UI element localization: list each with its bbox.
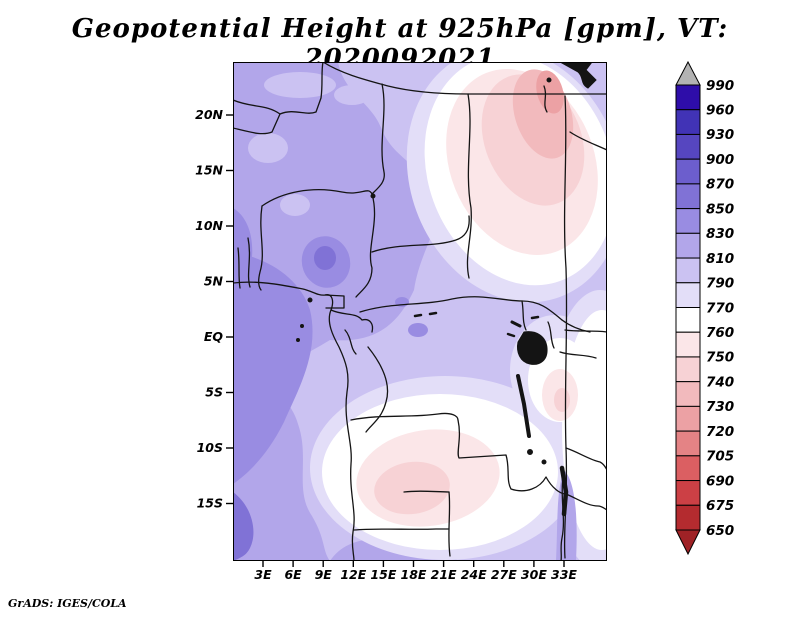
colorbar-box <box>675 331 701 358</box>
lon-label: 18E <box>401 567 427 582</box>
colorbar-box <box>675 158 701 185</box>
colorbar-box <box>675 84 701 111</box>
grads-attribution: GrADS: IGES/COLA <box>8 597 127 610</box>
country-borders-layer <box>233 62 607 561</box>
colorbar-box <box>675 405 701 432</box>
colorbar-label: 900 <box>706 152 734 168</box>
colorbar-label: 675 <box>706 498 734 514</box>
colorbar-label: 770 <box>706 300 734 316</box>
lon-label: 12E <box>340 567 366 582</box>
colorbar-label: 850 <box>706 201 734 217</box>
colorbar-label: 750 <box>706 350 734 366</box>
lat-label: 10N <box>195 218 223 233</box>
colorbar-box <box>675 480 701 506</box>
lon-label: 24E <box>461 567 487 582</box>
colorbar-box <box>675 232 701 259</box>
colorbar-label: 930 <box>706 127 734 143</box>
colorbar-box <box>675 183 701 210</box>
colorbar-label: 830 <box>706 226 734 242</box>
colorbar-label: 730 <box>706 399 734 415</box>
lakes-layer <box>296 62 597 517</box>
lon-label: 21E <box>431 567 457 582</box>
lat-label: 5S <box>205 385 223 400</box>
colorbar-label: 650 <box>706 523 734 539</box>
lat-label: 5N <box>204 274 224 289</box>
lat-label: 10S <box>197 440 223 455</box>
lon-label: 6E <box>284 567 302 582</box>
lon-label: 9E <box>315 567 333 582</box>
colorbar-label: 960 <box>706 103 734 119</box>
colorbar-label: 790 <box>706 276 734 292</box>
colorbar-label: 740 <box>706 374 734 390</box>
colorbar-box <box>675 133 701 160</box>
colorbar-label: 810 <box>706 251 734 267</box>
lon-label: 30E <box>521 567 547 582</box>
colorbar-label: 690 <box>706 473 734 489</box>
colorbar-label: 870 <box>706 177 734 193</box>
lon-label: 3E <box>254 567 272 582</box>
colorbar-box <box>675 109 701 135</box>
colorbar-box <box>675 208 701 234</box>
colorbar-box <box>675 381 701 407</box>
lon-label: 33E <box>551 567 577 582</box>
colorbar-box <box>675 455 701 482</box>
lon-label: 15E <box>370 567 396 582</box>
lat-label: 15N <box>195 163 223 178</box>
lon-label: 27E <box>491 567 517 582</box>
plot-title: Geopotential Height at 925hPa [gpm], VT:… <box>71 14 729 74</box>
colorbar-label: 720 <box>706 424 734 440</box>
colorbar-box <box>675 356 701 383</box>
lat-label: 15S <box>197 496 223 511</box>
colorbar-box <box>675 257 701 284</box>
colorbar-box <box>675 430 701 457</box>
colorbar-box <box>675 504 701 531</box>
lat-label: EQ <box>204 329 224 344</box>
field-fill-layer <box>233 62 607 561</box>
colorbar-label: 705 <box>706 449 734 465</box>
colorbar-label: 760 <box>706 325 734 341</box>
colorbar-under-arrow <box>675 529 701 556</box>
colorbar-label: 990 <box>706 78 734 94</box>
colorbar-box <box>675 307 701 333</box>
lat-label: 20N <box>195 107 223 122</box>
colorbar-box <box>675 282 701 308</box>
map-canvas <box>233 62 607 561</box>
